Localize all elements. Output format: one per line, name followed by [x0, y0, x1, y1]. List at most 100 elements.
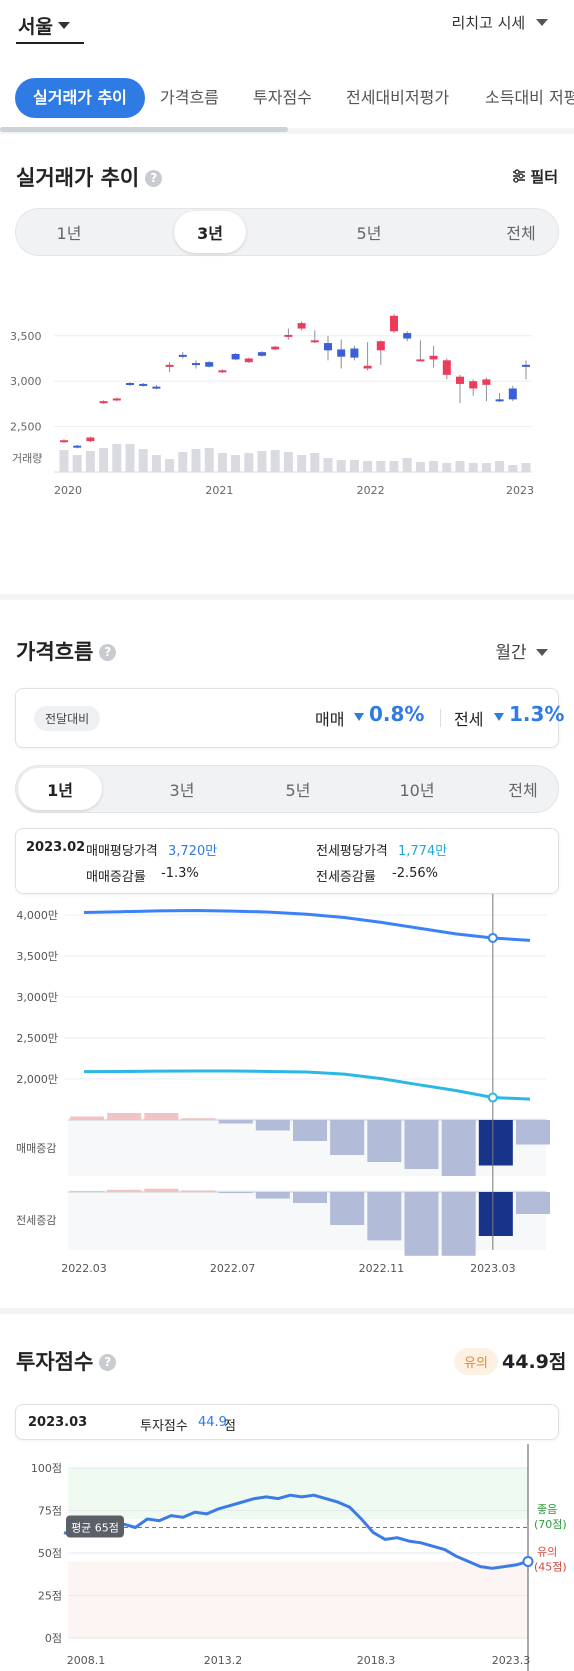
candle-body [165, 364, 174, 367]
candle-body [192, 363, 200, 366]
volume-bar [481, 463, 491, 472]
trade-trend-section: 실거래가 추이? 필터 1년 3년 5년 전체 3,500 3,000 2,500 거… [0, 134, 574, 594]
volume-bar [85, 451, 95, 472]
sale-change-bar [107, 1113, 142, 1120]
trade-price-candle-chart: 3,500 3,000 2,500 거래량 2020 2021 2022 2023 [10, 314, 534, 497]
volume-bar [231, 455, 241, 472]
invest-score-chart: 100점 75점 50점 25점 0점 평균 65점 좋음 (70점) 유의 (45점) 2008.… [31, 1444, 567, 1671]
sale-change-bar [330, 1120, 365, 1155]
help-icon[interactable]: ? [145, 170, 163, 187]
jeonse-change: 1.3% [509, 702, 565, 726]
jeonse-change-bar [107, 1189, 142, 1192]
tabs-scrollbar[interactable] [0, 127, 288, 132]
volume-bar [363, 461, 373, 472]
volume-bar [138, 449, 148, 472]
candle-body [429, 355, 438, 360]
candle-body [403, 333, 412, 339]
x-tick-label: 2022.03 [61, 1262, 107, 1275]
candle-body [350, 348, 359, 358]
tab-invest-score[interactable]: 투자점수 [253, 88, 312, 107]
period-all[interactable]: 전체 [506, 224, 536, 243]
candle-body [324, 343, 332, 351]
flow-period-selector: 1년 3년 5년 10년 전체 [15, 765, 559, 813]
candle-body [60, 440, 68, 443]
volume-bar [521, 463, 531, 472]
y-tick-label: 0점 [45, 1632, 62, 1645]
y-tick-label: 2,000만 [16, 1073, 58, 1086]
period-3y[interactable]: 3년 [169, 781, 195, 800]
filter-button[interactable]: 필터 [512, 166, 558, 187]
x-tick-label: 2013.2 [204, 1654, 243, 1667]
y-tick-label: 3,500만 [16, 950, 58, 963]
volume-bar [178, 452, 188, 472]
sale-change-bar [441, 1120, 476, 1176]
jeonse-change-bar [478, 1192, 513, 1236]
volume-bar [389, 461, 399, 472]
candle-body [126, 383, 134, 386]
y-tick-label: 4,000만 [16, 909, 58, 922]
jeonse-change-bar [144, 1188, 179, 1192]
chevron-down-icon [58, 22, 70, 29]
period-5y[interactable]: 5년 [356, 224, 382, 243]
candle-body [495, 399, 504, 402]
tab-income-undervalue[interactable]: 소득대비 저평 [485, 88, 574, 107]
candle-body [99, 401, 108, 404]
x-tick-label: 2008.1 [67, 1654, 106, 1667]
score-tooltip-value: 44.9 [198, 1415, 227, 1430]
interval-label: 월간 [495, 643, 527, 663]
x-tick-label: 2022.07 [210, 1262, 256, 1275]
sale-price-line [83, 908, 531, 942]
sale-avg-value: 3,720만 [168, 844, 218, 859]
change-summary-card: 전달대비 매매 0.8% 전세 1.3% [15, 688, 564, 748]
down-arrow-icon [354, 713, 364, 721]
caution-zone [68, 1561, 528, 1638]
volume-bar [99, 448, 109, 472]
period-5y[interactable]: 5년 [285, 781, 311, 800]
average-label: 평균 65점 [71, 1522, 119, 1535]
chevron-down-icon [536, 649, 548, 656]
y-tick-label: 2,500만 [16, 1032, 58, 1045]
volume-bar [257, 451, 267, 472]
period-10y[interactable]: 10년 [399, 781, 435, 800]
top-header: 서울 리치고 시세 실거래가 추이 가격흐름 투자점수 전세대비저평가 소득대비… [0, 0, 574, 132]
tab-trade-trend[interactable]: 실거래가 추이 [15, 78, 145, 118]
period-all[interactable]: 전체 [508, 781, 538, 800]
tab-jeonse-undervalue[interactable]: 전세대비저평가 [346, 88, 450, 107]
score-marker [522, 1556, 534, 1567]
y-tick-label: 50점 [38, 1547, 62, 1560]
interval-selector[interactable]: 월간 [495, 638, 548, 663]
sale-change-bar [367, 1120, 402, 1162]
y-tick-label: 75점 [38, 1505, 62, 1518]
period-1y[interactable]: 1년 [18, 768, 102, 810]
sale-change-bar [478, 1120, 513, 1166]
sale-label: 매매 [315, 710, 345, 729]
volume-bar [495, 461, 505, 472]
sale-change-bar [70, 1116, 104, 1120]
candle-body [508, 388, 517, 400]
volume-bar [376, 461, 386, 472]
y-tick-label: 100점 [31, 1462, 62, 1475]
down-arrow-icon [494, 713, 504, 721]
help-icon[interactable]: ? [99, 1354, 117, 1371]
help-icon[interactable]: ? [99, 644, 117, 661]
view-mode-selector[interactable]: 리치고 시세 [451, 12, 548, 33]
volume-bar [336, 460, 346, 472]
good-label: 좋음 [537, 1503, 557, 1516]
jeonse-change-label: 전세증감 [16, 1214, 56, 1227]
volume-bar [455, 461, 465, 472]
candle-body [152, 386, 161, 389]
good-zone [68, 1468, 528, 1519]
x-tick-label: 2023 [506, 484, 534, 497]
invest-score-section: 투자점수? 유의 44.9점 2023.03 투자점수 44.9 점 100점 7… [0, 1314, 574, 1671]
trade-period-selector: 1년 3년 5년 전체 [15, 208, 559, 256]
tab-price-flow[interactable]: 가격흐름 [160, 88, 219, 107]
jeonse-avg-value: 1,774만 [398, 844, 448, 859]
period-1y[interactable]: 1년 [56, 224, 82, 243]
period-3y[interactable]: 3년 [174, 211, 246, 253]
candle-body [297, 323, 306, 329]
jeonse-avg-label: 전세평당가격 [316, 844, 388, 859]
jeonse-change-bar [218, 1192, 253, 1194]
candle-body [456, 376, 464, 384]
region-selector[interactable]: 서울 [16, 6, 84, 44]
volume-bar [468, 463, 478, 472]
